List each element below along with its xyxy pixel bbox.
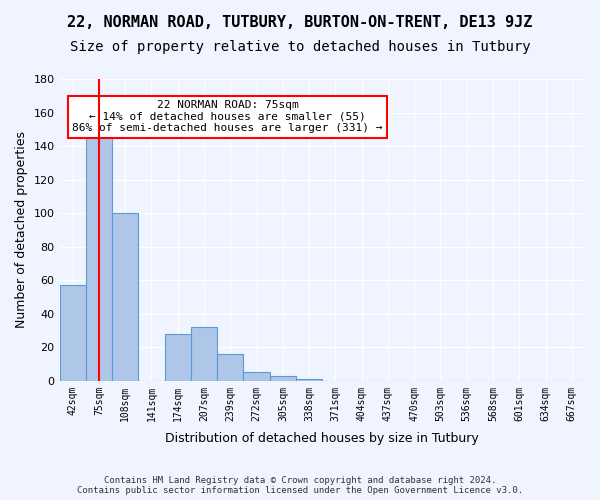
Text: Contains HM Land Registry data © Crown copyright and database right 2024.
Contai: Contains HM Land Registry data © Crown c… — [77, 476, 523, 495]
Text: Size of property relative to detached houses in Tutbury: Size of property relative to detached ho… — [70, 40, 530, 54]
Bar — [164, 334, 191, 381]
Bar — [244, 372, 270, 381]
Bar — [217, 354, 244, 381]
Bar — [270, 376, 296, 381]
Text: 22 NORMAN ROAD: 75sqm
← 14% of detached houses are smaller (55)
86% of semi-deta: 22 NORMAN ROAD: 75sqm ← 14% of detached … — [73, 100, 383, 134]
X-axis label: Distribution of detached houses by size in Tutbury: Distribution of detached houses by size … — [166, 432, 479, 445]
Y-axis label: Number of detached properties: Number of detached properties — [15, 132, 28, 328]
Bar — [59, 285, 86, 381]
Bar — [191, 327, 217, 381]
Bar — [296, 379, 322, 381]
Text: 22, NORMAN ROAD, TUTBURY, BURTON-ON-TRENT, DE13 9JZ: 22, NORMAN ROAD, TUTBURY, BURTON-ON-TREN… — [67, 15, 533, 30]
Bar — [112, 213, 139, 381]
Bar — [86, 138, 112, 381]
